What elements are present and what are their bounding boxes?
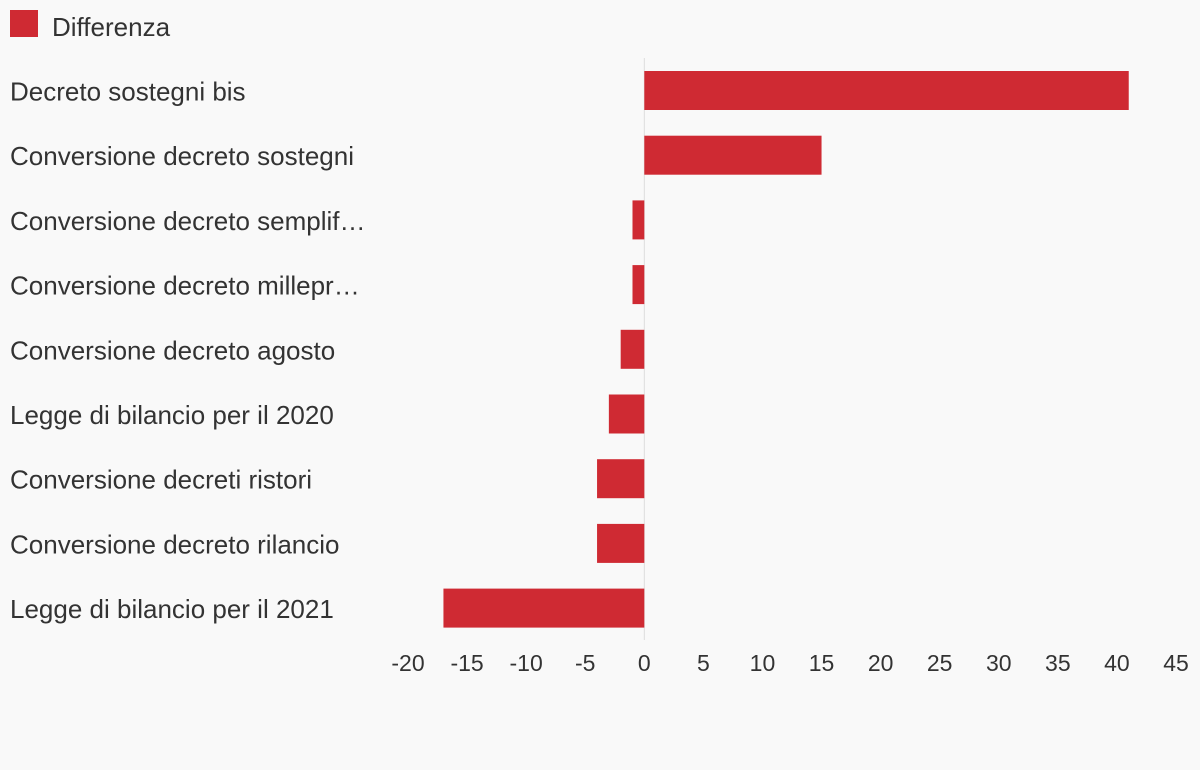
category-label: Legge di bilancio per il 2021 <box>10 594 334 624</box>
x-tick-label: 35 <box>1045 650 1071 676</box>
category-label: Conversione decreto millepr… <box>10 271 360 301</box>
x-tick-label: 40 <box>1104 650 1130 676</box>
bar <box>443 588 645 628</box>
x-tick-label: -20 <box>391 650 424 676</box>
bar <box>620 329 645 369</box>
x-tick-label: 0 <box>638 650 651 676</box>
x-tick-label: -10 <box>510 650 543 676</box>
bars <box>443 71 1129 628</box>
bar <box>644 71 1129 110</box>
category-label: Decreto sostegni bis <box>10 77 246 107</box>
x-tick-label: 20 <box>868 650 894 676</box>
legend-swatch <box>10 10 38 37</box>
category-labels: Decreto sostegni bis Conversione decreto … <box>10 77 366 625</box>
category-label: Conversione decreto sostegni <box>10 141 354 171</box>
bar <box>632 200 645 240</box>
category-label: Conversione decreti ristori <box>10 465 312 495</box>
bar <box>597 523 645 563</box>
bar <box>597 459 645 499</box>
x-tick-label: 15 <box>809 650 835 676</box>
legend: Differenza <box>10 10 171 42</box>
x-tick-label: -5 <box>575 650 595 676</box>
x-tick-label: 5 <box>697 650 710 676</box>
category-label: Conversione decreto rilancio <box>10 529 340 559</box>
x-tick-label: 45 <box>1163 650 1189 676</box>
bar <box>608 394 645 434</box>
bar <box>632 265 645 305</box>
category-label: Legge di bilancio per il 2020 <box>10 400 334 430</box>
x-tick-label: 30 <box>986 650 1012 676</box>
x-tick-label: -15 <box>450 650 483 676</box>
legend-label-differenza: Differenza <box>52 12 171 42</box>
x-tick-label: 25 <box>927 650 953 676</box>
x-tick-label: 10 <box>750 650 776 676</box>
category-label: Conversione decreto agosto <box>10 335 335 365</box>
x-axis-tick-labels: -20 -15 -10 -5 0 5 10 15 20 25 30 35 40 45 <box>391 650 1188 676</box>
category-label: Conversione decreto semplif… <box>10 206 366 236</box>
bar <box>644 135 822 175</box>
